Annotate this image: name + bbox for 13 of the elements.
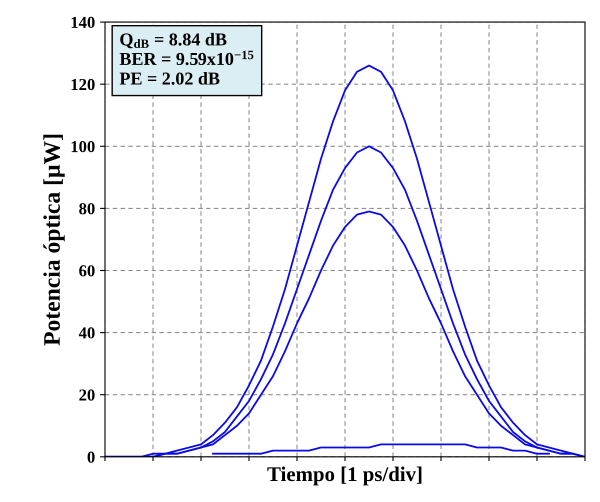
y-tick-label: 100 [72,140,95,152]
y-tick-label: 140 [72,16,95,28]
y-tick-label: 60 [79,265,95,276]
y-tick-label: 40 [78,327,95,339]
x-axis-title: Tiempo [1 ps/div] [267,466,422,486]
y-tick-label: 120 [72,78,95,90]
y-tick-label: 20 [79,389,95,401]
annotation: BER = 9.59x10$^{−15}$ [120,50,254,66]
y-tick-label: 80 [79,203,95,214]
y-tick-label: 0 [88,452,95,463]
annotation: Q$_{dB}$ = 8.84 dB [120,32,226,48]
y-axis-title: Potencia óptica [µW] [43,134,65,346]
annotation: PE = 2.02 dB [120,72,220,85]
